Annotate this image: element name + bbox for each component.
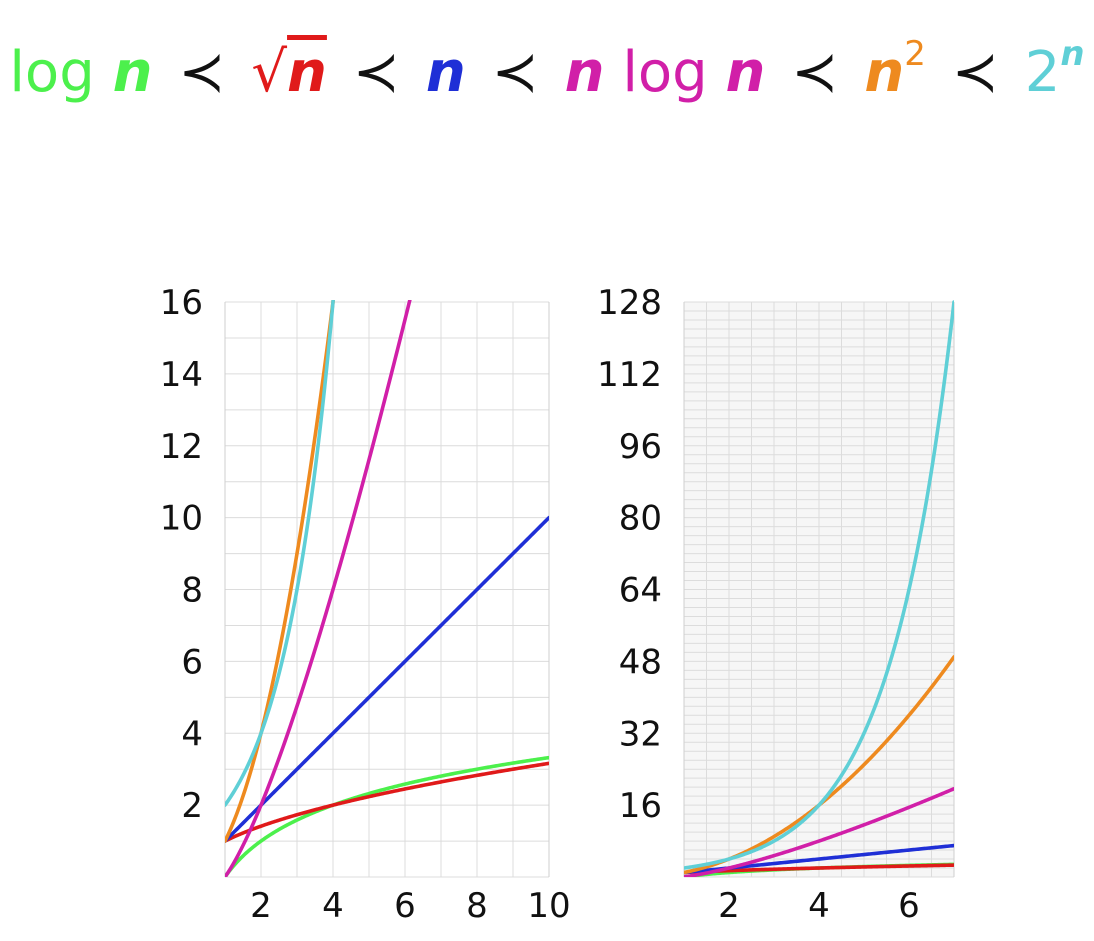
- series-line-sqrt: [225, 761, 549, 843]
- series-line-n: [225, 515, 549, 843]
- term-n-squared-exponent: 2: [904, 34, 926, 74]
- x-tick-label: 10: [527, 886, 570, 926]
- chart-left-linear: 2 4 6 8 10 12 14 16 2 4 6 8 10: [160, 283, 571, 926]
- term-log-n-var: n: [112, 40, 153, 105]
- y-tick-label: 96: [619, 427, 662, 467]
- x-tick-label: 4: [808, 886, 830, 926]
- y-tick-label: 80: [619, 499, 662, 539]
- x-tick-label: 4: [322, 886, 344, 926]
- term-n-squared: n2: [864, 37, 926, 105]
- y-tick-label: 6: [181, 642, 203, 682]
- series-line-pow2: [684, 300, 954, 870]
- x-tick-label: 6: [394, 886, 416, 926]
- y-tick-label: 14: [160, 355, 203, 395]
- term-two-pow-n-exponent: n: [1060, 34, 1085, 74]
- term-two-pow-n: 2n: [1024, 37, 1085, 105]
- term-two-pow-n-base: 2: [1024, 40, 1061, 105]
- sqrt-icon: √: [251, 40, 288, 105]
- term-log-n-log: log: [9, 40, 95, 105]
- y-tick-label: 10: [160, 499, 203, 539]
- y-tick-label: 32: [619, 714, 662, 754]
- complexity-ordering-headline: log n ≺ √n ≺ n ≺ n log n ≺ n2 ≺ 2n: [0, 37, 1094, 150]
- y-tick-label: 64: [619, 571, 662, 611]
- term-n-log-n-log: log: [622, 40, 708, 105]
- term-n-log-n-var2: n: [725, 40, 766, 105]
- series-group: [684, 300, 954, 877]
- y-tick-label: 4: [181, 714, 203, 754]
- series-line-nlog2: [684, 786, 954, 877]
- y-tick-label: 112: [597, 355, 662, 395]
- term-n: n: [426, 40, 466, 105]
- y-tick-label: 16: [619, 786, 662, 826]
- x-tick-label: 6: [898, 886, 920, 926]
- series-line-sqrt: [684, 863, 954, 875]
- series-line-pow2: [225, 300, 335, 807]
- term-n-var: n: [425, 40, 466, 105]
- series-line-n2: [225, 300, 336, 843]
- term-sqrt-n: √n: [251, 40, 327, 105]
- series-line-log2: [225, 755, 549, 877]
- term-sqrt-n-var: n: [287, 40, 327, 105]
- precedes-symbol: ≺: [352, 40, 400, 105]
- precedes-symbol: ≺: [178, 40, 226, 105]
- y-tick-label: 2: [181, 786, 203, 826]
- y-tick-label: 128: [597, 283, 662, 323]
- precedes-symbol: ≺: [491, 40, 539, 105]
- precedes-symbol: ≺: [791, 40, 839, 105]
- x-tick-label: 8: [466, 886, 488, 926]
- series-line-nlog2: [225, 300, 412, 877]
- y-tick-label: 8: [181, 571, 203, 611]
- y-tick-label: 48: [619, 642, 662, 682]
- y-tick-label: 16: [160, 283, 203, 323]
- term-n-log-n: n log n: [565, 40, 766, 105]
- chart-right-linear: 16 32 48 64 80 96 112 128 2 4 6: [597, 283, 955, 926]
- term-log-n: log n: [9, 40, 152, 105]
- x-tick-label: 2: [718, 886, 740, 926]
- term-n-log-n-var: n: [564, 40, 605, 105]
- grid: [683, 301, 955, 878]
- series-group: [225, 300, 549, 877]
- x-tick-label: 2: [250, 886, 272, 926]
- term-n-squared-var: n: [864, 40, 905, 105]
- precedes-symbol: ≺: [951, 40, 999, 105]
- y-tick-label: 12: [160, 427, 203, 467]
